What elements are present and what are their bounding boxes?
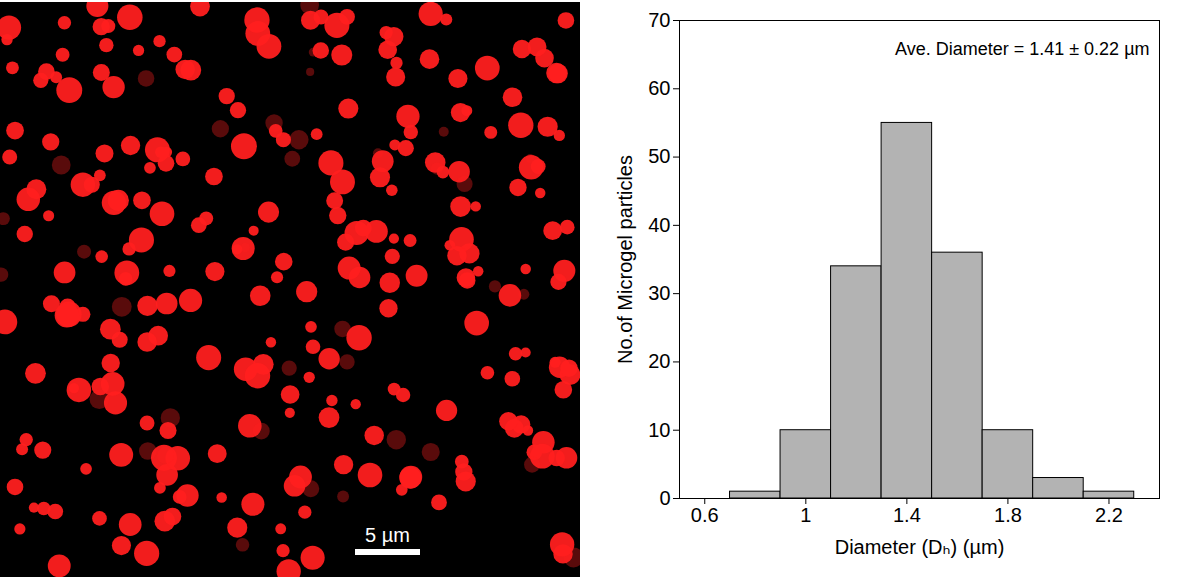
svg-text:0: 0 (659, 487, 670, 509)
svg-text:10: 10 (648, 419, 670, 441)
svg-text:20: 20 (648, 350, 670, 372)
svg-text:0.6: 0.6 (691, 504, 719, 526)
svg-text:Ave. Diameter = 1.41 ± 0.22 µm: Ave. Diameter = 1.41 ± 0.22 µm (895, 39, 1150, 59)
svg-text:No.of Microgel particles: No.of Microgel particles (614, 155, 636, 364)
svg-text:70: 70 (648, 9, 670, 31)
svg-text:1: 1 (800, 504, 811, 526)
svg-text:1.8: 1.8 (994, 504, 1022, 526)
svg-text:2.2: 2.2 (1095, 504, 1123, 526)
svg-text:60: 60 (648, 77, 670, 99)
svg-text:40: 40 (648, 214, 670, 236)
svg-text:30: 30 (648, 282, 670, 304)
svg-text:5 µm: 5 µm (365, 524, 410, 546)
svg-text:1.4: 1.4 (893, 504, 921, 526)
svg-text:50: 50 (648, 145, 670, 167)
svg-text:Diameter (Dₕ) (µm): Diameter (Dₕ) (µm) (835, 536, 1005, 558)
